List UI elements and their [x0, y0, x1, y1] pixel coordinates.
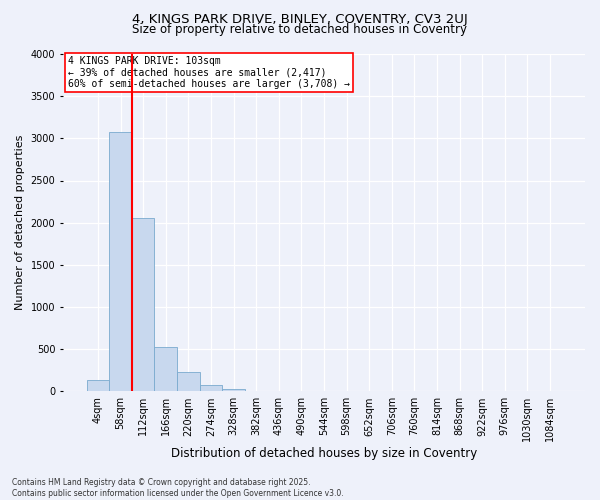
- Bar: [86, 380, 109, 392]
- Text: 4, KINGS PARK DRIVE, BINLEY, COVENTRY, CV3 2UJ: 4, KINGS PARK DRIVE, BINLEY, COVENTRY, C…: [132, 12, 468, 26]
- Bar: [154, 346, 177, 392]
- Bar: [222, 389, 245, 392]
- Bar: [132, 218, 154, 392]
- Bar: [177, 372, 200, 392]
- Bar: [109, 132, 132, 392]
- Text: 4 KINGS PARK DRIVE: 103sqm
← 39% of detached houses are smaller (2,417)
60% of s: 4 KINGS PARK DRIVE: 103sqm ← 39% of deta…: [68, 56, 350, 89]
- Text: Size of property relative to detached houses in Coventry: Size of property relative to detached ho…: [133, 22, 467, 36]
- Text: Contains HM Land Registry data © Crown copyright and database right 2025.
Contai: Contains HM Land Registry data © Crown c…: [12, 478, 344, 498]
- Bar: [200, 384, 222, 392]
- Y-axis label: Number of detached properties: Number of detached properties: [15, 135, 25, 310]
- X-axis label: Distribution of detached houses by size in Coventry: Distribution of detached houses by size …: [171, 447, 477, 460]
